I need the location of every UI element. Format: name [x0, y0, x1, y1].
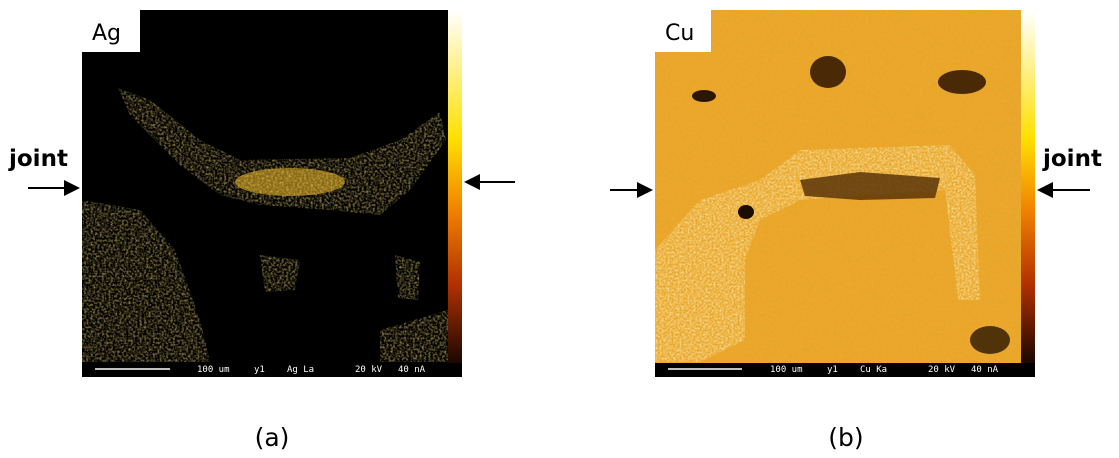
ag-rich-zone [235, 168, 345, 196]
figure: 100 um y1 Ag La 20 kV 40 nA Ag joint (a)… [0, 0, 1119, 458]
footer-text: Ag La [287, 365, 314, 375]
dark-phase [692, 90, 716, 102]
panel-a: 100 um y1 Ag La 20 kV 40 nA Ag joint (a) [8, 10, 515, 452]
footer-text: 40 nA [398, 365, 426, 375]
caption: (a) [255, 423, 290, 452]
footer-text: Cu Ka [860, 365, 887, 375]
footer-text: y1 [827, 365, 838, 375]
dark-phase [810, 56, 846, 88]
footer-text: 40 nA [971, 365, 999, 375]
dark-phase [970, 326, 1010, 354]
footer-text: y1 [254, 365, 265, 375]
footer-text: 20 kV [928, 365, 956, 375]
dark-phase [738, 205, 754, 219]
joint-label: joint [8, 146, 68, 172]
caption: (b) [828, 423, 863, 452]
footer-text: 20 kV [355, 365, 383, 375]
footer-text: 100 um [770, 365, 803, 375]
dark-phase [938, 70, 986, 94]
panel-b: 100 um y1 Cu Ka 20 kV 40 nA Cu joint (b) [610, 10, 1102, 452]
element-label: Ag [92, 21, 121, 46]
colorbar [1021, 10, 1035, 377]
footer-text: 100 um [197, 365, 230, 375]
element-label: Cu [665, 21, 694, 46]
colorbar [448, 10, 462, 377]
joint-label: joint [1042, 146, 1102, 172]
